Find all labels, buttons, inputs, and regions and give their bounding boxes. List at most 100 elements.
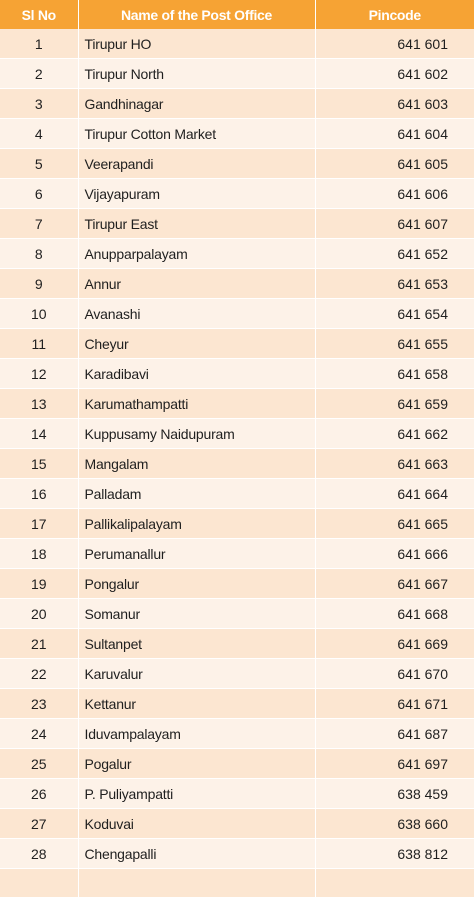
table-row: 27 Koduvai 638 660 [0, 808, 474, 839]
table-row: 12 Karadibavi 641 658 [0, 358, 474, 389]
row-pincode: 638 812 [315, 838, 474, 869]
row-sl-no: 10 [0, 298, 79, 329]
row-pincode: 641 659 [315, 388, 474, 419]
table-row: 24 Iduvampalayam 641 687 [0, 718, 474, 749]
table-header: Sl No Name of the Post Office Pincode [0, 0, 474, 29]
row-sl-no: 19 [0, 568, 79, 599]
row-post-office-name: Somanur [78, 598, 316, 629]
row-pincode: 641 652 [315, 238, 474, 269]
empty-cell [0, 868, 79, 898]
table-row: 26 P. Puliyampatti 638 459 [0, 778, 474, 809]
empty-row [0, 868, 474, 898]
row-post-office-name: Tirupur North [78, 58, 316, 89]
row-sl-no: 16 [0, 478, 79, 509]
row-sl-no: 13 [0, 388, 79, 419]
table-row: 10 Avanashi 641 654 [0, 298, 474, 329]
row-sl-no: 1 [0, 29, 79, 59]
row-pincode: 641 667 [315, 568, 474, 599]
row-post-office-name: Tirupur Cotton Market [78, 118, 316, 149]
row-pincode: 641 606 [315, 178, 474, 209]
row-pincode: 641 669 [315, 628, 474, 659]
row-post-office-name: Karumathampatti [78, 388, 316, 419]
table-row: 16 Palladam 641 664 [0, 478, 474, 509]
row-sl-no: 22 [0, 658, 79, 689]
row-post-office-name: Karadibavi [78, 358, 316, 389]
row-sl-no: 20 [0, 598, 79, 629]
row-sl-no: 3 [0, 88, 79, 119]
row-sl-no: 4 [0, 118, 79, 149]
row-pincode: 641 653 [315, 268, 474, 299]
row-post-office-name: Avanashi [78, 298, 316, 329]
row-sl-no: 18 [0, 538, 79, 569]
row-sl-no: 21 [0, 628, 79, 659]
row-post-office-name: Koduvai [78, 808, 316, 839]
row-sl-no: 27 [0, 808, 79, 839]
row-pincode: 641 666 [315, 538, 474, 569]
empty-cell [78, 868, 316, 898]
row-post-office-name: Kuppusamy Naidupuram [78, 418, 316, 449]
row-post-office-name: Iduvampalayam [78, 718, 316, 749]
table-row: 3 Gandhinagar 641 603 [0, 88, 474, 119]
table-row: 4 Tirupur Cotton Market 641 604 [0, 118, 474, 149]
row-pincode: 641 663 [315, 448, 474, 479]
table-row: 25 Pogalur 641 697 [0, 748, 474, 779]
table-body: 1 Tirupur HO 641 601 2 Tirupur North 641 602 3… [0, 29, 474, 898]
row-sl-no: 14 [0, 418, 79, 449]
row-pincode: 641 655 [315, 328, 474, 359]
table-row: 28 Chengapalli 638 812 [0, 838, 474, 869]
row-pincode: 641 665 [315, 508, 474, 539]
row-pincode: 641 658 [315, 358, 474, 389]
row-pincode: 641 670 [315, 658, 474, 689]
row-post-office-name: Gandhinagar [78, 88, 316, 119]
table-row: 17 Pallikalipalayam 641 665 [0, 508, 474, 539]
row-post-office-name: Kettanur [78, 688, 316, 719]
table-row: 23 Kettanur 641 671 [0, 688, 474, 719]
row-pincode: 641 668 [315, 598, 474, 629]
row-pincode: 641 662 [315, 418, 474, 449]
row-sl-no: 2 [0, 58, 79, 89]
row-post-office-name: Palladam [78, 478, 316, 509]
row-sl-no: 11 [0, 328, 79, 359]
row-sl-no: 24 [0, 718, 79, 749]
header-row: Sl No Name of the Post Office Pincode [0, 0, 474, 29]
table-row: 13 Karumathampatti 641 659 [0, 388, 474, 419]
row-sl-no: 6 [0, 178, 79, 209]
row-pincode: 638 459 [315, 778, 474, 809]
row-sl-no: 26 [0, 778, 79, 809]
table-row: 11 Cheyur 641 655 [0, 328, 474, 359]
row-sl-no: 12 [0, 358, 79, 389]
table-row: 1 Tirupur HO 641 601 [0, 29, 474, 59]
table-row: 22 Karuvalur 641 670 [0, 658, 474, 689]
row-pincode: 641 671 [315, 688, 474, 719]
row-sl-no: 23 [0, 688, 79, 719]
header-sl-no: Sl No [0, 0, 79, 29]
row-post-office-name: Tirupur East [78, 208, 316, 239]
row-post-office-name: Chengapalli [78, 838, 316, 869]
table-row: 7 Tirupur East 641 607 [0, 208, 474, 239]
row-pincode: 641 607 [315, 208, 474, 239]
row-post-office-name: Cheyur [78, 328, 316, 359]
row-post-office-name: Pogalur [78, 748, 316, 779]
row-pincode: 641 603 [315, 88, 474, 119]
row-post-office-name: Mangalam [78, 448, 316, 479]
header-pincode: Pincode [315, 0, 474, 29]
row-sl-no: 28 [0, 838, 79, 869]
row-pincode: 641 604 [315, 118, 474, 149]
row-post-office-name: Perumanallur [78, 538, 316, 569]
row-post-office-name: Sultanpet [78, 628, 316, 659]
row-sl-no: 7 [0, 208, 79, 239]
row-pincode: 638 660 [315, 808, 474, 839]
row-post-office-name: Veerapandi [78, 148, 316, 179]
row-post-office-name: P. Puliyampatti [78, 778, 316, 809]
table-row: 14 Kuppusamy Naidupuram 641 662 [0, 418, 474, 449]
row-pincode: 641 654 [315, 298, 474, 329]
table-row: 2 Tirupur North 641 602 [0, 58, 474, 89]
header-post-office-name: Name of the Post Office [78, 0, 316, 29]
row-sl-no: 9 [0, 268, 79, 299]
row-sl-no: 8 [0, 238, 79, 269]
table-row: 18 Perumanallur 641 666 [0, 538, 474, 569]
table-row: 21 Sultanpet 641 669 [0, 628, 474, 659]
empty-cell [315, 868, 474, 898]
row-pincode: 641 602 [315, 58, 474, 89]
